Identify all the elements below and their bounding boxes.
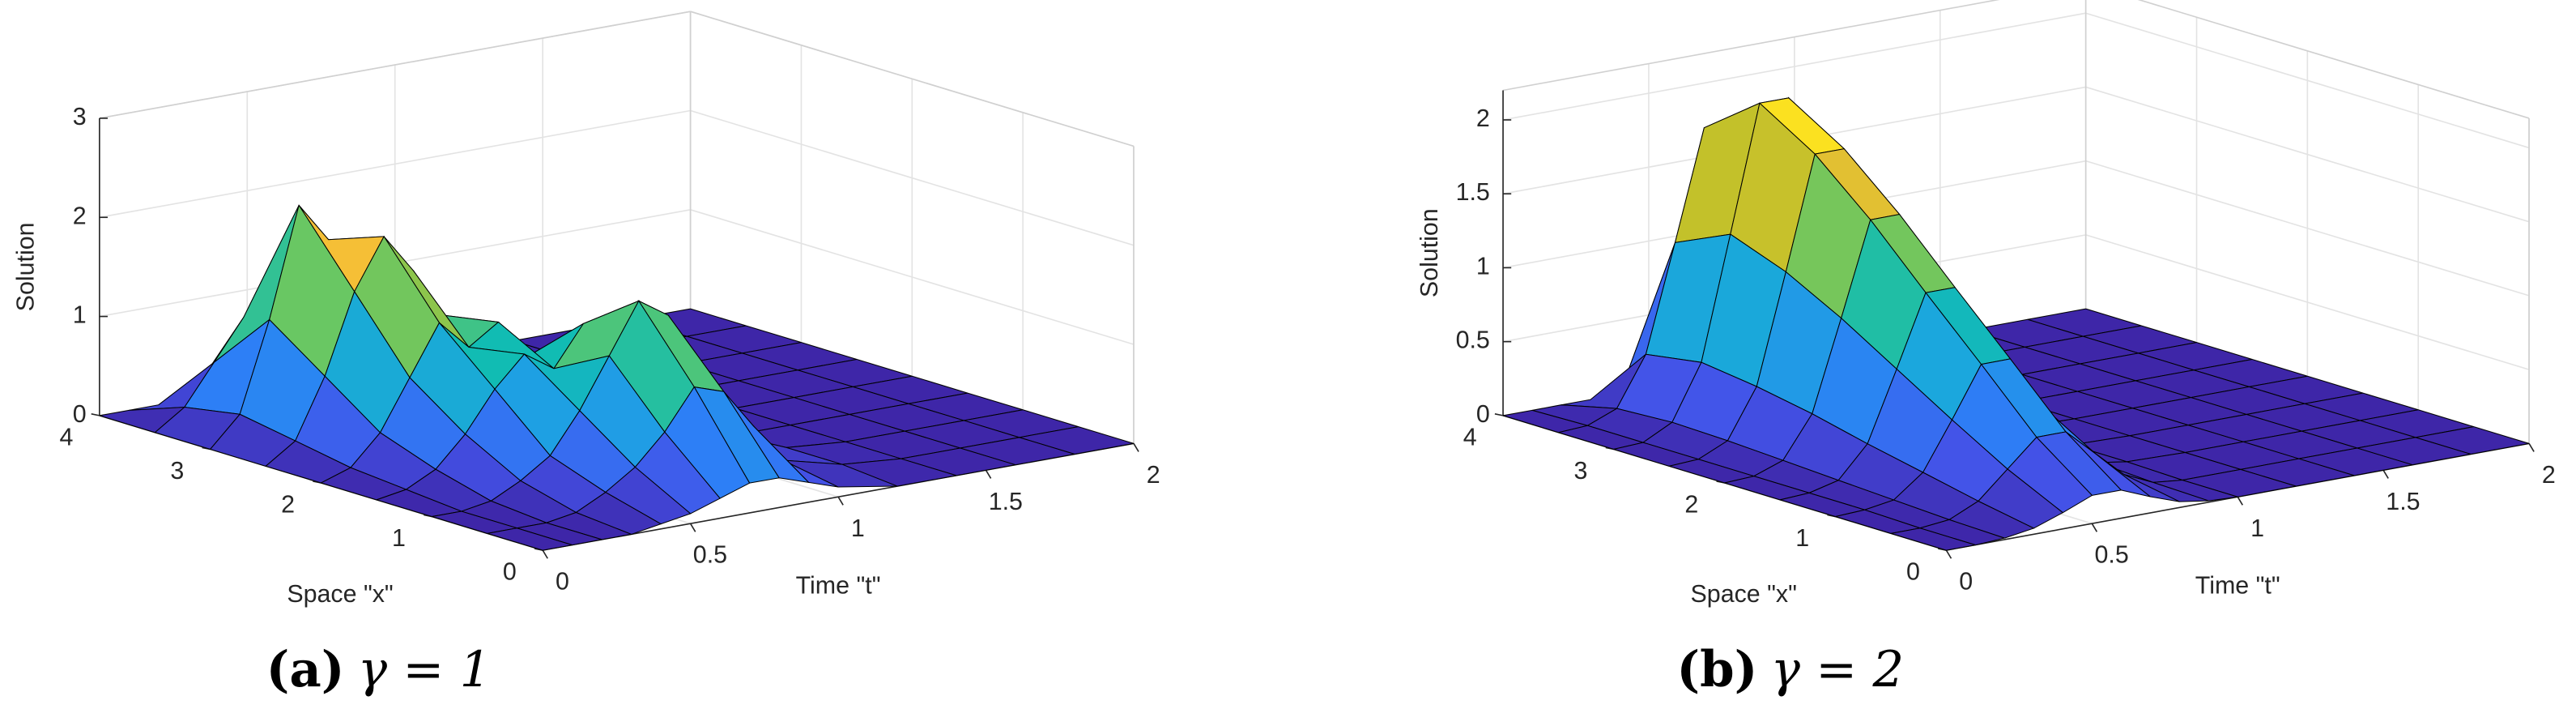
- tick-mark: [1494, 413, 1504, 416]
- tick-mark: [2091, 523, 2098, 532]
- z-tick-label: 0: [1476, 400, 1490, 428]
- tick-mark: [2382, 469, 2389, 479]
- z-tick-label: 1: [1476, 252, 1490, 280]
- surface-face: [1890, 527, 1976, 551]
- x-tick-label: 0: [556, 568, 569, 596]
- y-tick-label: 3: [170, 457, 184, 485]
- tick-mark: [91, 413, 100, 416]
- tick-mark: [542, 549, 548, 559]
- x-tick-label: 0.5: [693, 541, 727, 569]
- z-tick-label: 2: [1476, 105, 1490, 132]
- y-tick-label: 1: [392, 524, 406, 552]
- grid-line: [2085, 86, 2530, 223]
- z-tick-label: 2: [73, 202, 87, 229]
- z-tick-label: 1: [73, 301, 87, 329]
- caption-label: (b): [1676, 641, 1757, 698]
- caption-label: (a): [266, 641, 345, 698]
- grid-line: [690, 209, 1135, 345]
- box-edge: [690, 11, 1135, 147]
- tick-mark: [1133, 442, 1139, 452]
- x-tick-label: 1: [851, 515, 865, 542]
- tick-mark: [2528, 442, 2535, 452]
- y-tick-label: 2: [1684, 490, 1698, 518]
- tick-mark: [689, 523, 696, 532]
- grid-line: [2085, 12, 2530, 149]
- caption-text: γ = 2: [1771, 642, 1905, 698]
- grid-line: [2085, 234, 2530, 370]
- box-edge: [99, 11, 691, 119]
- tick-mark: [1945, 549, 1952, 559]
- z-axis-label: Solution: [1416, 208, 1443, 297]
- x-tick-label: 1.5: [2386, 488, 2420, 515]
- z-tick-label: 0.5: [1456, 327, 1490, 354]
- surface-face: [487, 527, 573, 551]
- y-tick-label: 4: [1463, 423, 1477, 451]
- z-axis-label: Solution: [12, 222, 40, 311]
- x-tick-label: 0.5: [2094, 541, 2128, 569]
- box-edge: [1502, 0, 2000, 92]
- y-tick-label: 0: [503, 558, 517, 586]
- x-axis-label: Time "t": [796, 572, 881, 600]
- y-tick-label: 1: [1795, 524, 1809, 552]
- caption: (b) γ = 2: [1676, 641, 1904, 698]
- y-tick-label: 4: [60, 423, 74, 451]
- grid-line: [690, 109, 1135, 246]
- y-tick-label: 2: [281, 490, 295, 518]
- box-edge: [2137, 0, 2530, 119]
- x-tick-label: 1: [2250, 515, 2264, 542]
- x-tick-label: 2: [2542, 461, 2556, 489]
- y-axis-label: Space "x": [1691, 580, 1797, 608]
- grid-line: [99, 109, 691, 219]
- x-tick-label: 1.5: [989, 488, 1023, 515]
- x-tick-label: 2: [1147, 461, 1160, 489]
- y-tick-label: 0: [1906, 558, 1920, 586]
- x-axis-label: Time "t": [2195, 572, 2280, 600]
- z-tick-label: 0: [73, 400, 87, 428]
- z-tick-label: 1.5: [1456, 178, 1490, 206]
- grid-line: [1502, 12, 2086, 121]
- grid-line: [2085, 160, 2530, 297]
- caption-text: γ = 1: [358, 642, 492, 698]
- z-tick-label: 3: [73, 103, 87, 130]
- caption: (a) γ = 1: [266, 641, 492, 698]
- tick-mark: [2237, 496, 2243, 506]
- y-tick-label: 3: [1574, 457, 1588, 485]
- tick-mark: [837, 496, 844, 506]
- tick-mark: [985, 469, 992, 479]
- y-axis-label: Space "x": [287, 580, 393, 608]
- x-tick-label: 0: [1959, 568, 1973, 596]
